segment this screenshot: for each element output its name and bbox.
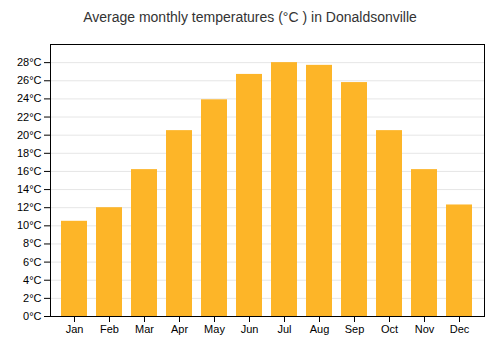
- svg-text:28°C: 28°C: [17, 56, 42, 68]
- svg-text:22°C: 22°C: [17, 111, 42, 123]
- svg-text:2°C: 2°C: [23, 292, 42, 304]
- svg-text:12°C: 12°C: [17, 201, 42, 213]
- svg-text:Dec: Dec: [450, 323, 470, 335]
- svg-text:8°C: 8°C: [23, 237, 42, 249]
- svg-text:26°C: 26°C: [17, 74, 42, 86]
- svg-text:Feb: Feb: [100, 323, 119, 335]
- svg-text:Nov: Nov: [415, 323, 435, 335]
- svg-text:Jan: Jan: [66, 323, 84, 335]
- svg-text:16°C: 16°C: [17, 165, 42, 177]
- svg-text:14°C: 14°C: [17, 183, 42, 195]
- svg-text:Oct: Oct: [381, 323, 398, 335]
- svg-text:Jul: Jul: [277, 323, 291, 335]
- svg-text:Mar: Mar: [135, 323, 154, 335]
- svg-text:4°C: 4°C: [23, 274, 42, 286]
- svg-text:0°C: 0°C: [23, 310, 42, 322]
- html-text:Average monthly temperatures (: Average monthly temperatures (°C ) in Do…: [83, 9, 417, 25]
- svg-text:Aug: Aug: [310, 323, 330, 335]
- svg-text:May: May: [204, 323, 225, 335]
- svg-text:Sep: Sep: [345, 323, 365, 335]
- svg-text:6°C: 6°C: [23, 256, 42, 268]
- svg-text:20°C: 20°C: [17, 129, 42, 141]
- svg-text:Apr: Apr: [171, 323, 188, 335]
- svg-text:10°C: 10°C: [17, 219, 42, 231]
- svg-text:Jun: Jun: [241, 323, 259, 335]
- svg-text:24°C: 24°C: [17, 92, 42, 104]
- svg-text:18°C: 18°C: [17, 147, 42, 159]
